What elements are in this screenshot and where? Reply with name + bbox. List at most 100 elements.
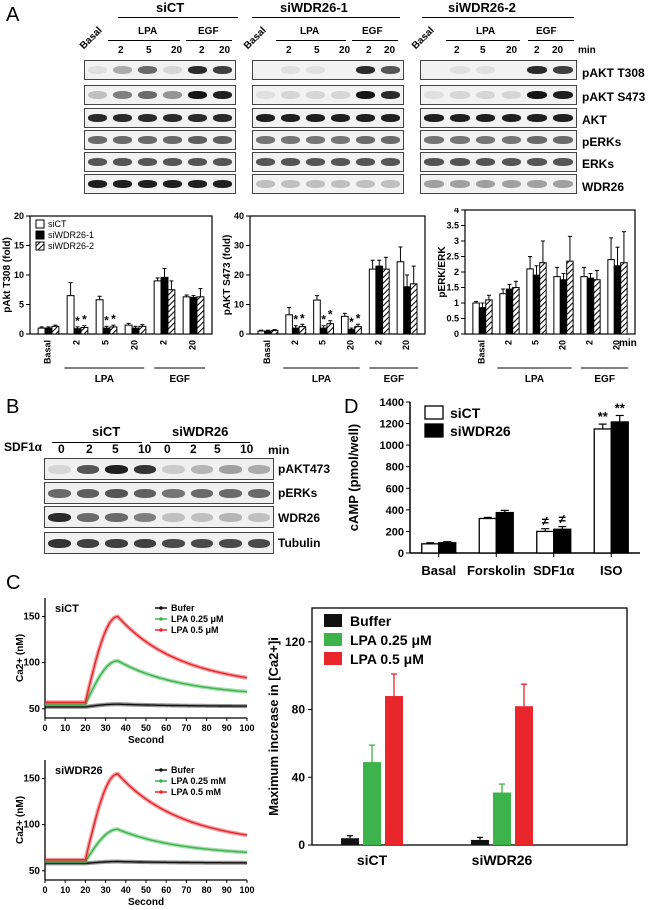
blot-band bbox=[356, 180, 375, 188]
blot-band bbox=[356, 136, 375, 144]
blot-band bbox=[553, 136, 573, 144]
blot-band bbox=[449, 114, 470, 122]
chart-pakt-t308: 0 5 10 15 20 pAkt T308 (fold) Basal 2 5 20 2 20 LPA E… bbox=[2, 211, 213, 385]
blot-band bbox=[306, 158, 325, 166]
bar bbox=[493, 792, 511, 845]
x-axis-label: Second bbox=[128, 735, 164, 746]
blot-band bbox=[138, 136, 157, 144]
blot-band bbox=[138, 180, 157, 188]
bar bbox=[44, 327, 53, 335]
blot-band bbox=[76, 539, 99, 548]
y-tick-label: 0 bbox=[19, 329, 24, 339]
blot-band bbox=[213, 136, 232, 144]
blot-band bbox=[162, 489, 185, 498]
x-tick-label: 20 bbox=[80, 723, 90, 733]
blot-band bbox=[331, 180, 350, 188]
x-tick-label: 0 bbox=[42, 723, 47, 733]
blot-band bbox=[553, 114, 573, 122]
bar bbox=[478, 517, 497, 554]
blot-band bbox=[113, 158, 132, 166]
trace-line bbox=[45, 615, 248, 703]
bar bbox=[153, 280, 162, 335]
bar bbox=[66, 295, 75, 335]
blot-strip bbox=[252, 152, 404, 172]
blot-band bbox=[475, 158, 496, 166]
group-label: EGF bbox=[384, 374, 405, 385]
blot-row-label: ERKs bbox=[582, 157, 615, 171]
blot-band bbox=[163, 66, 182, 74]
y-axis-label: Ca2+ (nM) bbox=[15, 796, 26, 844]
blot-band bbox=[113, 66, 132, 74]
y-tick-label: 1400 bbox=[380, 397, 404, 409]
blot-band bbox=[247, 539, 270, 548]
blot-band bbox=[281, 136, 300, 144]
y-tick-label: 0.5 bbox=[446, 314, 459, 324]
blot-strip bbox=[84, 130, 236, 150]
panel-letter-a: A bbox=[6, 4, 20, 26]
panel-letter-d: D bbox=[344, 396, 359, 418]
legend-marker bbox=[159, 617, 163, 621]
blot-band bbox=[356, 91, 375, 99]
y-tick-label: 400 bbox=[386, 505, 404, 517]
trace-line bbox=[45, 660, 248, 705]
y-tick-label: 40 bbox=[292, 770, 306, 784]
blot-band bbox=[163, 136, 182, 144]
blot-band bbox=[501, 114, 522, 122]
chart-camp: 0 200 400 600 800 1000 1200 1400 cAMP (pmol/well… bbox=[346, 397, 640, 578]
x-tick-label: 20 bbox=[80, 885, 90, 895]
blot-band bbox=[247, 513, 270, 522]
blot-band bbox=[553, 180, 573, 188]
time-label: 20 bbox=[171, 45, 183, 56]
category-label: 2 bbox=[504, 340, 514, 345]
category-label: 2 bbox=[373, 340, 383, 345]
blot-band bbox=[163, 180, 182, 188]
bar bbox=[270, 329, 279, 335]
group-label: LPA bbox=[95, 374, 114, 385]
blot-band bbox=[88, 136, 107, 144]
legend-swatch bbox=[35, 219, 45, 229]
significance-mark: * bbox=[82, 313, 87, 327]
legend-marker bbox=[159, 790, 163, 794]
lane-basal-label: Basal bbox=[242, 25, 269, 52]
blot-band bbox=[188, 158, 207, 166]
egf-header: EGF bbox=[362, 26, 383, 37]
bar bbox=[396, 261, 405, 335]
blot-strip bbox=[420, 60, 577, 80]
blot-band bbox=[553, 158, 573, 166]
significance-mark: * bbox=[75, 314, 80, 328]
y-axis-label: Maximum increase in [Ca2+]i bbox=[266, 637, 281, 816]
legend-marker bbox=[159, 606, 163, 610]
lane-basal-label: Basal bbox=[78, 25, 105, 52]
time-label: 0 bbox=[58, 442, 65, 456]
x-tick-label: 90 bbox=[222, 723, 232, 733]
blot-band bbox=[306, 114, 325, 122]
blot-band bbox=[475, 114, 496, 122]
blot-row-label: pAKT473 bbox=[278, 462, 331, 476]
blot-band bbox=[190, 539, 213, 548]
blot-band bbox=[331, 114, 350, 122]
blot-band bbox=[381, 180, 400, 188]
x-tick-label: 40 bbox=[121, 885, 131, 895]
blot-band bbox=[190, 465, 213, 474]
category-label: ISO bbox=[600, 563, 622, 578]
trace-error-band bbox=[45, 827, 248, 864]
x-tick-label: 70 bbox=[181, 885, 191, 895]
chart-perk-erk: 0 0.5 1 1.5 2 2.5 3 3.5 4 pERK/ERK Basal 2 5 20 2 20 LPA… bbox=[437, 208, 637, 385]
y-tick-label: 80 bbox=[292, 703, 306, 717]
group-label: LPA bbox=[525, 374, 544, 385]
y-tick-label: 0 bbox=[239, 329, 244, 339]
group-underline bbox=[52, 442, 142, 443]
blot-band bbox=[449, 66, 470, 74]
blot-band bbox=[162, 513, 185, 522]
blot-band bbox=[331, 158, 350, 166]
bar bbox=[326, 323, 335, 335]
blot-band bbox=[281, 158, 300, 166]
time-label: 2 bbox=[366, 45, 372, 56]
blot-band bbox=[331, 136, 350, 144]
y-tick-label: 3 bbox=[454, 236, 459, 246]
significance-mark: * bbox=[104, 313, 109, 327]
bar bbox=[80, 327, 89, 335]
lpa-header: LPA bbox=[476, 26, 496, 37]
blot-band bbox=[213, 66, 232, 74]
bar bbox=[257, 330, 266, 335]
